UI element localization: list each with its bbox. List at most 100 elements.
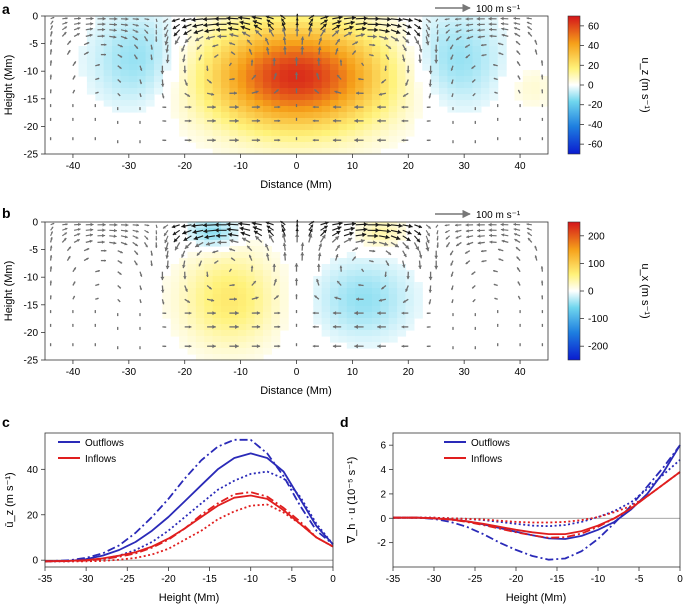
a-heat-cell [355,148,365,155]
a-heat-cell [464,88,474,95]
a-heat-cell [170,112,180,119]
a-arrow-head [281,27,286,32]
a-heat-cell [430,88,440,95]
a-x-tick-label: 40 [514,161,526,172]
panel-b-ylabel: Height (Mm) [3,261,15,322]
a-heat-cell [522,70,532,77]
a-arrow-head [229,42,232,45]
b-heat-cell [405,282,415,289]
b-heat-cell [212,300,222,307]
panel-b-velocity-arrows [49,219,544,350]
b-heat-cell [355,264,365,271]
a-arrow-head [97,91,99,94]
a-heat-cell [304,136,314,143]
b-arrow-head [247,245,251,249]
b-arrow-head [49,323,52,325]
a-heat-cell [371,46,381,53]
b-arrow-head [526,227,530,231]
a-heat-cell [145,70,155,77]
a-arrow-head [334,90,338,94]
a-heat-cell [330,142,340,149]
b-heat-cell [221,264,231,271]
a-arrow-head [384,68,387,71]
a-heat-cell [522,82,532,89]
a-heat-cell [128,58,138,65]
a-heat-cell [271,28,281,35]
b-heat-cell [346,300,356,307]
a-heat-cell [455,82,465,89]
b-heat-cell [279,282,289,289]
a-heat-cell [212,118,222,125]
b-heat-cell [254,318,264,325]
b-arrow-head [217,240,221,245]
a-heat-cell [204,76,214,83]
a-heat-cell [447,82,457,89]
b-arrow-head [65,227,68,231]
a-heat-cell [112,70,122,77]
b-arrow-head [378,298,382,302]
d-x-tick-label: -5 [635,574,644,585]
c-series-outflows-dashdot [44,438,334,563]
a-arrow-head [253,75,256,78]
b-heat-cell [254,252,264,259]
b-heat-cell [363,324,373,331]
b-heat-cell [405,318,415,325]
b-arrow-head [374,233,379,239]
a-arrow-head [86,42,90,45]
a-arrow-head [206,68,209,71]
a-heat-cell [179,82,189,89]
b-arrow-head [50,245,53,248]
b-heat-cell [338,264,348,271]
a-heat-cell [296,148,306,155]
a-heat-cell [296,124,306,131]
a-heat-cell [95,46,105,53]
a-arrow-head [136,23,139,27]
b-heat-cell [212,276,222,283]
a-heat-cell [262,64,272,71]
a-heat-cell [422,52,432,59]
b-heat-cell [321,282,331,289]
b-arrow-head [405,288,409,292]
b-heat-cell [355,312,365,319]
a-heat-cell [338,124,348,131]
b-x-tick-label: 10 [347,367,359,378]
a-heat-cell [413,100,423,107]
b-heat-cell [179,282,189,289]
b-arrow-head [281,233,286,238]
a-heat-cell [279,70,289,77]
a-heat-cell [254,58,264,65]
a-heat-cell [95,94,105,101]
b-arrow-head [101,240,105,244]
b-arrow-head [86,248,90,251]
a-heat-cell [371,82,381,89]
a-heat-cell [112,46,122,53]
b-arrow-head [335,254,339,258]
a-heat-cell [229,124,239,131]
b-heat-cell [330,318,340,325]
b-heat-cell [262,324,272,331]
b-arrow-head [517,267,520,270]
b-heat-cell [187,252,197,259]
b-y-tick-label: -5 [29,245,38,256]
a-heat-cell [321,46,331,53]
b-heat-cell [279,294,289,301]
a-arrow-head [455,17,458,21]
a-heat-cell [447,34,457,41]
b-heat-cell [346,342,356,349]
a-heat-cell [271,112,281,119]
a-heat-cell [179,76,189,83]
b-heat-cell [321,294,331,301]
a-arrow-head [256,138,261,143]
a-heat-cell [137,40,147,47]
a-heat-cell [497,28,507,35]
a-heat-cell [355,136,365,143]
b-arrow-head [181,223,186,229]
a-heat-cell [514,94,524,101]
b-heat-cell [338,306,348,313]
b-arrow-head [516,256,519,259]
a-heat-cell [279,58,289,65]
a-colorbar-tick-label: 0 [588,81,594,92]
b-arrow-head [235,310,239,316]
a-heat-cell [195,40,205,47]
a-heat-cell [472,28,482,35]
